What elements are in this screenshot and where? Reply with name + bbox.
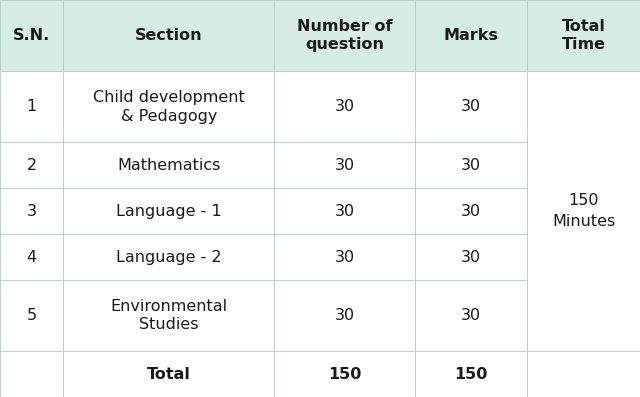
Bar	[0, 0, 63, 71]
Text: 30: 30	[335, 250, 355, 264]
Bar	[415, 142, 527, 188]
Bar	[0, 351, 63, 397]
Bar	[415, 188, 527, 234]
Bar	[0, 280, 63, 351]
Text: 3: 3	[27, 204, 36, 219]
Bar	[415, 234, 527, 280]
Text: 150: 150	[454, 366, 488, 382]
Bar	[527, 71, 640, 351]
Text: 30: 30	[335, 308, 355, 323]
Bar	[527, 0, 640, 71]
Bar	[0, 188, 63, 234]
Bar	[63, 71, 275, 142]
Text: 30: 30	[461, 99, 481, 114]
Text: S.N.: S.N.	[13, 28, 51, 43]
Text: 30: 30	[461, 250, 481, 264]
Bar	[63, 142, 275, 188]
Bar	[527, 142, 640, 188]
Bar	[63, 0, 275, 71]
Bar	[415, 71, 527, 142]
Text: 5: 5	[27, 308, 36, 323]
Text: 150
Minutes: 150 Minutes	[552, 193, 616, 229]
Text: 1: 1	[26, 99, 36, 114]
Text: Total: Total	[147, 366, 191, 382]
Text: 4: 4	[27, 250, 36, 264]
Bar	[275, 234, 415, 280]
Text: 2: 2	[27, 158, 36, 173]
Text: 30: 30	[461, 308, 481, 323]
Bar	[275, 0, 415, 71]
Text: 30: 30	[335, 158, 355, 173]
Bar	[0, 142, 63, 188]
Text: 150: 150	[328, 366, 362, 382]
Bar	[415, 280, 527, 351]
Text: Number of
question: Number of question	[297, 19, 392, 52]
Text: 30: 30	[461, 158, 481, 173]
Text: Section: Section	[135, 28, 203, 43]
Bar	[63, 351, 275, 397]
Text: Child development
& Pedagogy: Child development & Pedagogy	[93, 90, 244, 123]
Bar	[63, 188, 275, 234]
Bar	[275, 188, 415, 234]
Bar	[0, 71, 63, 142]
Text: Total
Time: Total Time	[562, 19, 605, 52]
Bar	[527, 188, 640, 234]
Bar	[63, 234, 275, 280]
Text: 30: 30	[461, 204, 481, 219]
Bar	[527, 280, 640, 351]
Text: Language - 1: Language - 1	[116, 204, 221, 219]
Text: Marks: Marks	[444, 28, 499, 43]
Bar	[275, 351, 415, 397]
Text: Language - 2: Language - 2	[116, 250, 221, 264]
Bar	[63, 280, 275, 351]
Text: 30: 30	[335, 204, 355, 219]
Bar	[0, 234, 63, 280]
Bar	[527, 234, 640, 280]
Text: Mathematics: Mathematics	[117, 158, 220, 173]
Bar	[275, 280, 415, 351]
Bar	[275, 142, 415, 188]
Bar	[275, 71, 415, 142]
Bar	[415, 0, 527, 71]
Bar	[527, 71, 640, 142]
Text: 30: 30	[335, 99, 355, 114]
Bar	[415, 351, 527, 397]
Bar	[527, 351, 640, 397]
Text: Environmental
Studies: Environmental Studies	[110, 299, 227, 332]
